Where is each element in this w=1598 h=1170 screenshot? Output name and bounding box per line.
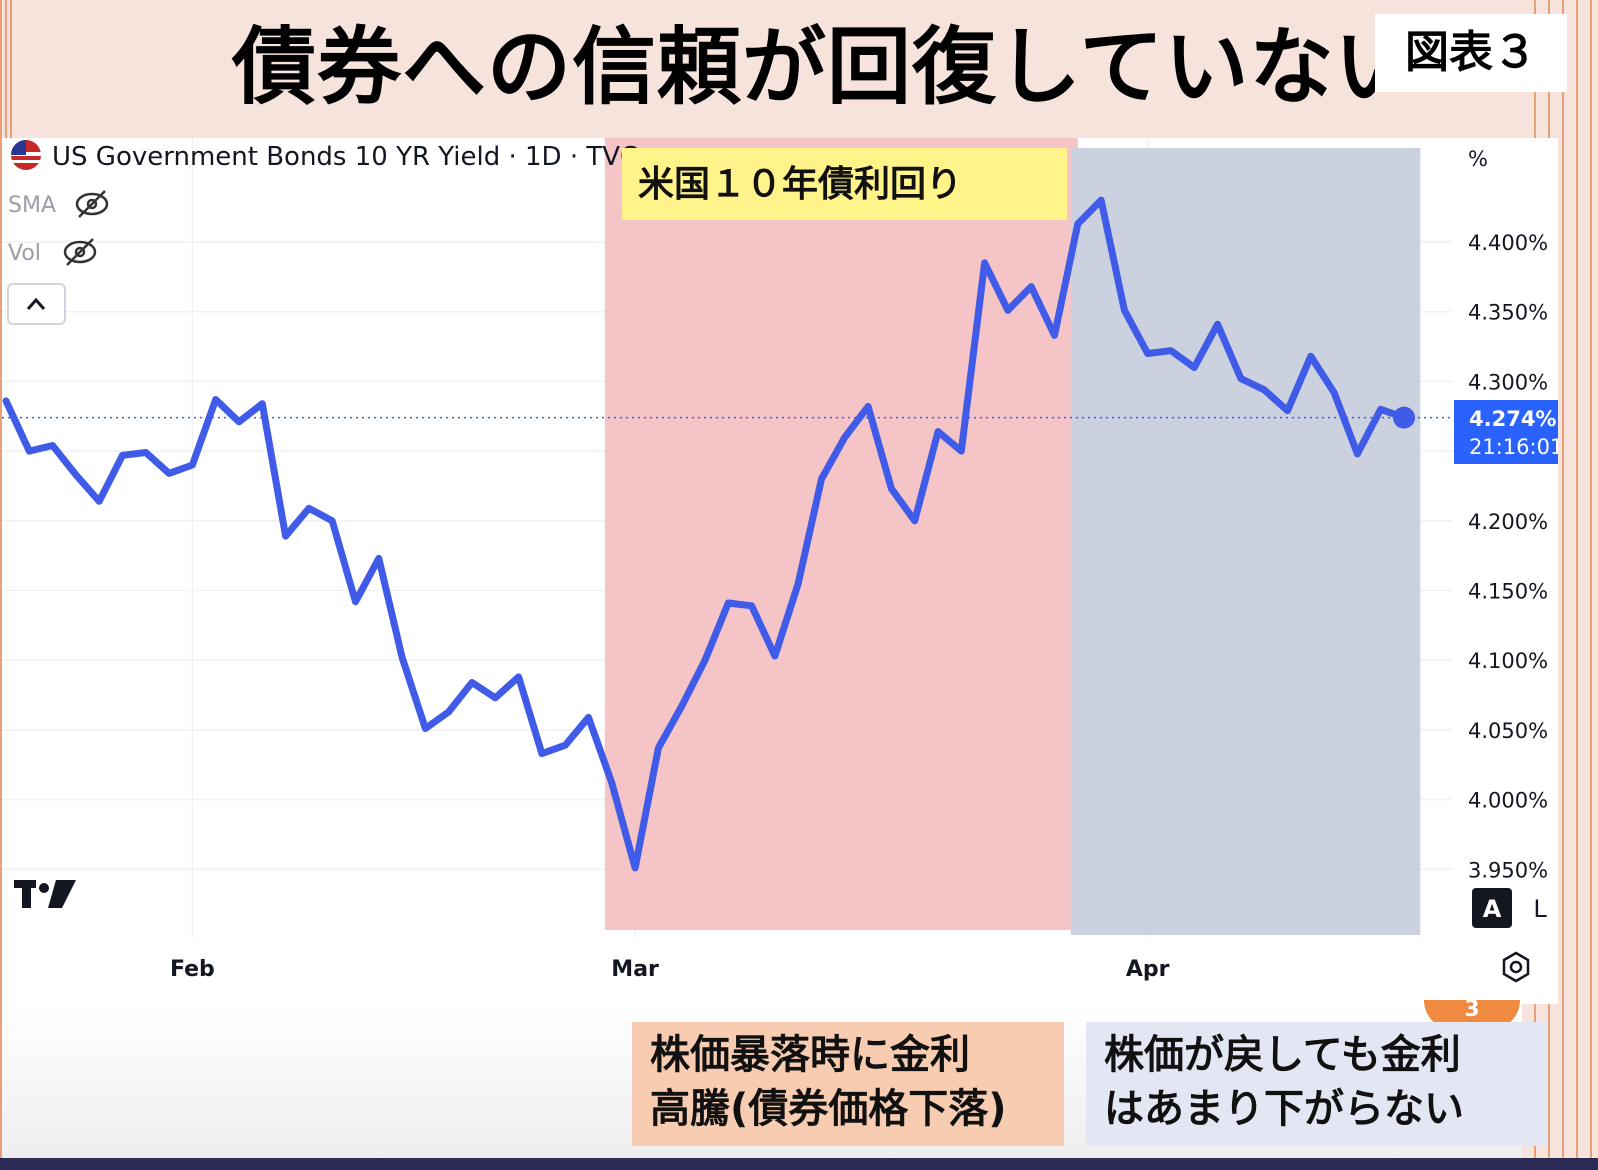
y-tick-label: 4.200% [1468,510,1548,534]
y-tick-label: 4.100% [1468,649,1548,673]
log-scale-button[interactable]: L [1520,888,1560,928]
collapse-legend-button[interactable] [7,283,66,325]
y-tick-label: 4.150% [1468,580,1548,604]
y-tick-label: 4.050% [1468,719,1548,743]
x-tick-label: Feb [170,957,215,982]
y-axis-ticks: 4.400% 4.350% 4.300% 4.200% 4.150% 4.100% 4.05… [1468,231,1548,882]
chart-title: 米国１０年債利回り [638,164,962,205]
x-tick-label: Apr [1126,957,1170,982]
recovery-shaded-region [1070,148,1421,935]
y-tick-label: 3.950% [1468,858,1548,882]
crash-note: 株価暴落時に金利 高騰(債券価格下落) [632,1022,1064,1146]
slide-title: 債券への信頼が回復していない [232,18,1420,116]
chevron-up-icon [26,297,46,310]
svg-text:A: A [1483,895,1502,923]
crash-shaded-region [604,138,1078,930]
chart-panel: US Government Bonds 10 YR Yield · 1D · T… [2,138,1563,1004]
chart-title-box [622,148,1067,220]
countdown-label: 21:16:01 [1469,435,1558,459]
figure-label: 図表３ [1375,14,1567,92]
slide-bottom-line [0,1158,1598,1170]
y-tick-label: 4.300% [1468,370,1548,394]
y-tick-label: 4.000% [1468,789,1548,813]
sma-hidden-eye-icon[interactable] [75,190,109,218]
last-value-dot [1393,406,1415,429]
crash-note-line-1: 株価暴落時に金利 [650,1032,970,1078]
tradingview-logo[interactable] [14,880,76,908]
last-value-label: 4.274% [1469,407,1556,431]
symbol-title[interactable]: US Government Bonds 10 YR Yield · 1D · T… [52,142,638,172]
y-tick-label: 4.400% [1468,231,1548,255]
svg-text:L: L [1533,895,1547,923]
yield-chart[interactable]: US Government Bonds 10 YR Yield · 1D · T… [2,138,1563,1004]
recovery-note-line-2: はあまり下がらない [1104,1086,1464,1132]
auto-scale-button[interactable]: A [1472,888,1512,928]
x-tick-label: Mar [611,957,659,982]
yield-series-line [2,196,1408,872]
us-flag-icon [11,140,41,170]
chart-settings-gear-icon[interactable] [1502,951,1530,983]
last-value-price-tag: 4.274% 21:16:01 [1454,400,1563,464]
crash-note-line-2: 高騰(債券価格下落) [650,1086,1007,1132]
indicator-vol-label[interactable]: Vol [8,241,41,266]
recovery-note-line-1: 株価が戻しても金利 [1104,1032,1461,1078]
unit-label: % [1468,147,1488,171]
indicator-sma-label[interactable]: SMA [8,193,56,218]
y-tick-label: 4.350% [1468,301,1548,325]
recovery-note: 株価が戻しても金利 はあまり下がらない [1086,1022,1548,1146]
vol-hidden-eye-icon[interactable] [63,238,97,266]
x-axis-ticks: Feb Mar Apr [170,957,1170,982]
